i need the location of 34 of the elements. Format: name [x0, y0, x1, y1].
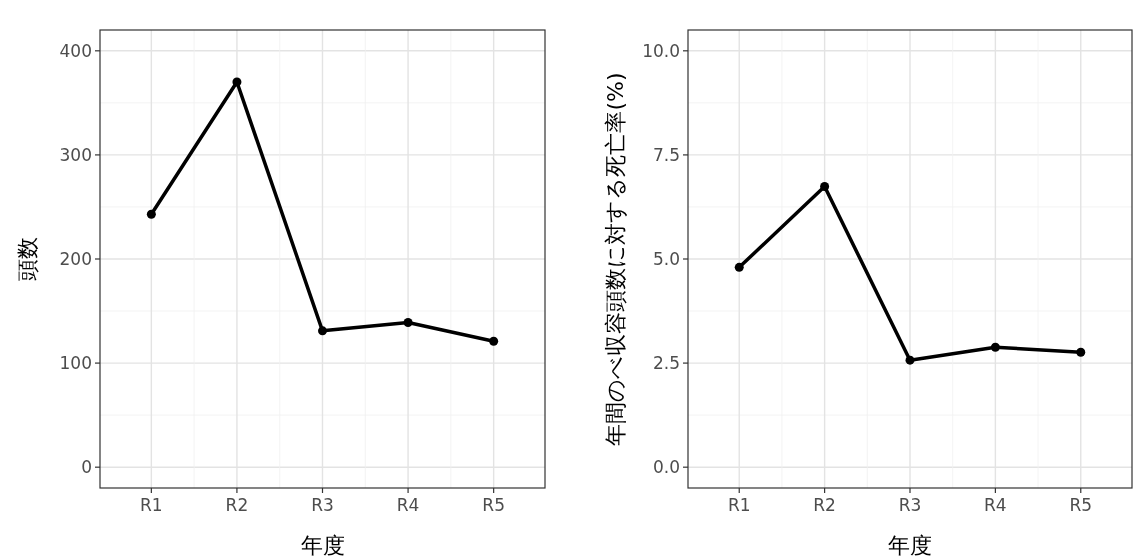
- y-axis-title: 頭数: [15, 237, 40, 281]
- x-tick-label: R5: [1069, 495, 1093, 515]
- y-tick-label: 5.0: [652, 249, 680, 269]
- y-tick-label: 2.5: [652, 353, 680, 374]
- point: [318, 326, 327, 336]
- x-tick-label: R1: [727, 495, 751, 515]
- x-tick-label: R3: [898, 495, 922, 515]
- x-tick-label: R5: [482, 495, 505, 515]
- x-axis-title: 年度: [888, 533, 932, 558]
- x-axis-title: 年度: [300, 533, 345, 558]
- y-tick-label: 0.0: [652, 457, 680, 478]
- x-tick-label: R1: [140, 495, 163, 515]
- point: [1076, 347, 1086, 357]
- point: [232, 77, 242, 87]
- y-tick-label: 10.0: [642, 40, 680, 61]
- y-tick-label: 0: [81, 457, 92, 478]
- point: [905, 355, 915, 365]
- x-tick-label: R2: [813, 495, 836, 515]
- point: [820, 182, 830, 192]
- y-tick-label: 100: [59, 353, 92, 374]
- point: [990, 342, 1000, 352]
- x-tick-label: R3: [311, 495, 334, 515]
- y-tick-label: 7.5: [652, 144, 680, 165]
- x-tick-label: R4: [984, 495, 1007, 515]
- x-tick-label: R2: [225, 495, 249, 515]
- point: [146, 209, 156, 219]
- point: [403, 318, 413, 327]
- y-axis-title: 年間のべ収容頭数に対する死亡率(%): [603, 72, 628, 446]
- y-tick-label: 300: [59, 144, 92, 165]
- point: [489, 336, 499, 346]
- y-tick-label: 200: [59, 249, 92, 269]
- x-tick-label: R4: [396, 495, 420, 515]
- point: [734, 262, 744, 272]
- y-tick-label: 400: [59, 40, 92, 61]
